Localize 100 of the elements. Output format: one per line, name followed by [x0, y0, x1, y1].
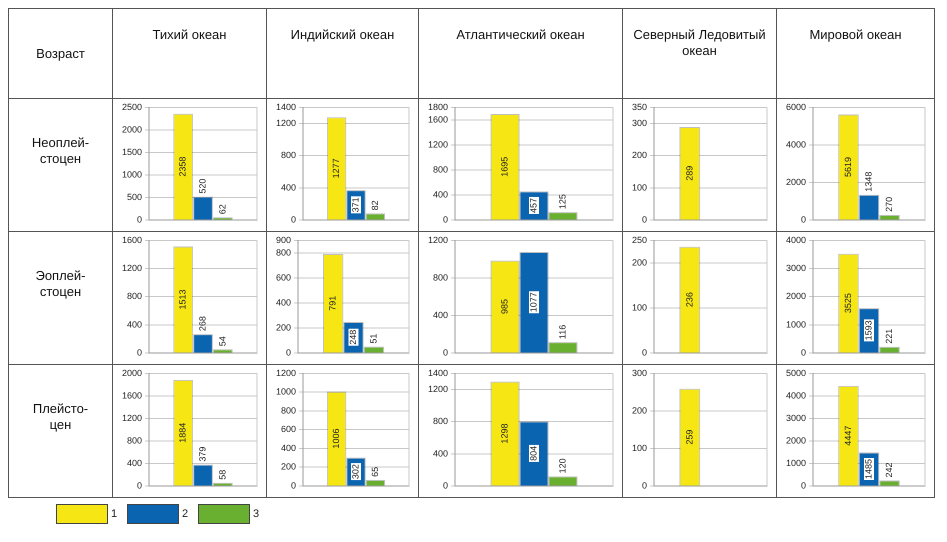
- y-tick-label: 400: [126, 458, 142, 468]
- y-tick-label: 1200: [276, 368, 296, 378]
- data-label: 1277: [331, 158, 342, 178]
- data-label: 791: [328, 296, 338, 311]
- data-label: 1077: [528, 292, 538, 312]
- y-tick-label: 100: [632, 442, 648, 453]
- y-tick-label: 0: [642, 347, 648, 358]
- data-label: 221: [884, 328, 894, 344]
- text: Мировой океан: [777, 9, 935, 99]
- y-tick-label: 400: [126, 319, 142, 330]
- text: Атлантический океан: [419, 9, 623, 99]
- y-tick-label: 4000: [786, 234, 806, 245]
- y-tick-label: 1400: [428, 368, 448, 378]
- y-tick-label: 0: [137, 480, 142, 490]
- y-tick-label: 600: [276, 272, 292, 282]
- y-tick-label: 1200: [428, 384, 448, 394]
- data-label: 54: [217, 336, 228, 346]
- y-tick-label: 1400: [276, 102, 296, 112]
- legend-label: 1: [111, 508, 118, 520]
- y-tick-label: 0: [642, 214, 648, 224]
- y-tick-label: 3000: [786, 412, 806, 423]
- y-tick-label: 0: [801, 214, 806, 224]
- text: Плейсто- цен: [9, 365, 113, 498]
- data-label: 125: [557, 194, 568, 210]
- y-tick-label: 800: [280, 150, 296, 160]
- y-tick-label: 1200: [276, 118, 296, 128]
- data-label: 804: [528, 446, 538, 461]
- text: Неоплей- стоцен: [9, 99, 113, 232]
- y-tick-label: 1600: [122, 390, 142, 400]
- data-label: 51: [368, 334, 378, 344]
- data-label: 1695: [500, 156, 510, 177]
- text: Возраст: [9, 9, 113, 99]
- y-tick-label: 200: [632, 150, 648, 160]
- data-label: 2358: [178, 156, 188, 177]
- y-tick-label: 2000: [786, 435, 806, 446]
- y-tick-label: 800: [280, 405, 296, 416]
- data-label: 242: [884, 462, 894, 478]
- y-tick-label: 400: [432, 448, 448, 458]
- y-tick-label: 2000: [786, 176, 806, 187]
- y-tick-label: 0: [291, 480, 296, 490]
- y-tick-label: 200: [632, 405, 648, 416]
- y-tick-label: 400: [432, 189, 448, 200]
- y-tick-label: 1200: [428, 139, 448, 150]
- y-tick-label: 1200: [122, 412, 142, 423]
- y-tick-label: 350: [632, 102, 648, 112]
- legend-label: 3: [253, 508, 260, 520]
- y-tick-label: 2000: [122, 124, 142, 134]
- data-label: 1485: [863, 459, 874, 480]
- data-label: 62: [217, 204, 228, 214]
- data-label: 236: [684, 292, 694, 308]
- y-tick-label: 400: [280, 182, 296, 192]
- y-tick-label: 200: [280, 462, 296, 472]
- y-tick-label: 800: [276, 247, 292, 258]
- y-tick-label: 6000: [786, 102, 806, 112]
- data-label: 1513: [178, 289, 188, 310]
- text: Эоплей- стоцен: [9, 232, 113, 365]
- y-tick-label: 0: [801, 347, 806, 358]
- y-tick-label: 5000: [786, 368, 806, 378]
- y-tick-label: 2000: [786, 291, 806, 302]
- y-tick-label: 1600: [122, 234, 142, 245]
- y-tick-label: 1800: [428, 102, 448, 112]
- y-tick-label: 800: [126, 291, 142, 302]
- y-tick-label: 1000: [276, 386, 296, 397]
- y-tick-label: 100: [632, 182, 648, 192]
- y-tick-label: 400: [276, 297, 292, 308]
- y-tick-label: 300: [632, 118, 648, 128]
- y-tick-label: 1000: [122, 169, 142, 180]
- data-label: 985: [500, 299, 510, 314]
- y-tick-label: 2000: [122, 368, 142, 378]
- y-tick-label: 4000: [786, 139, 806, 150]
- y-tick-label: 3000: [786, 263, 806, 274]
- y-tick-label: 800: [432, 416, 448, 426]
- y-tick-label: 2500: [122, 102, 142, 112]
- data-label: 116: [557, 324, 568, 340]
- y-tick-label: 900: [276, 234, 292, 245]
- data-label: 65: [370, 466, 380, 477]
- y-tick-label: 300: [632, 368, 648, 378]
- legend-label: 2: [182, 508, 190, 520]
- data-label: 1884: [178, 422, 188, 443]
- y-tick-label: 0: [443, 347, 448, 358]
- data-label: 259: [684, 430, 694, 445]
- y-tick-label: 0: [137, 347, 142, 358]
- data-label: 1348: [863, 172, 874, 192]
- y-tick-label: 0: [801, 480, 806, 490]
- y-tick-label: 0: [291, 214, 296, 224]
- text: Индийский океан: [267, 9, 419, 99]
- y-tick-label: 1200: [428, 234, 448, 245]
- data-label: 289: [684, 166, 694, 181]
- y-tick-label: 1200: [122, 263, 142, 274]
- y-tick-label: 1600: [428, 114, 448, 124]
- y-tick-label: 400: [280, 442, 296, 453]
- y-tick-label: 0: [443, 214, 448, 224]
- y-tick-label: 200: [632, 257, 648, 268]
- data-label: 379: [197, 446, 208, 462]
- data-label: 371: [350, 197, 360, 212]
- y-tick-label: 250: [632, 234, 648, 245]
- y-tick-label: 600: [280, 424, 296, 434]
- data-label: 520: [197, 178, 208, 194]
- y-tick-label: 100: [632, 302, 648, 312]
- data-label: 1593: [863, 320, 874, 340]
